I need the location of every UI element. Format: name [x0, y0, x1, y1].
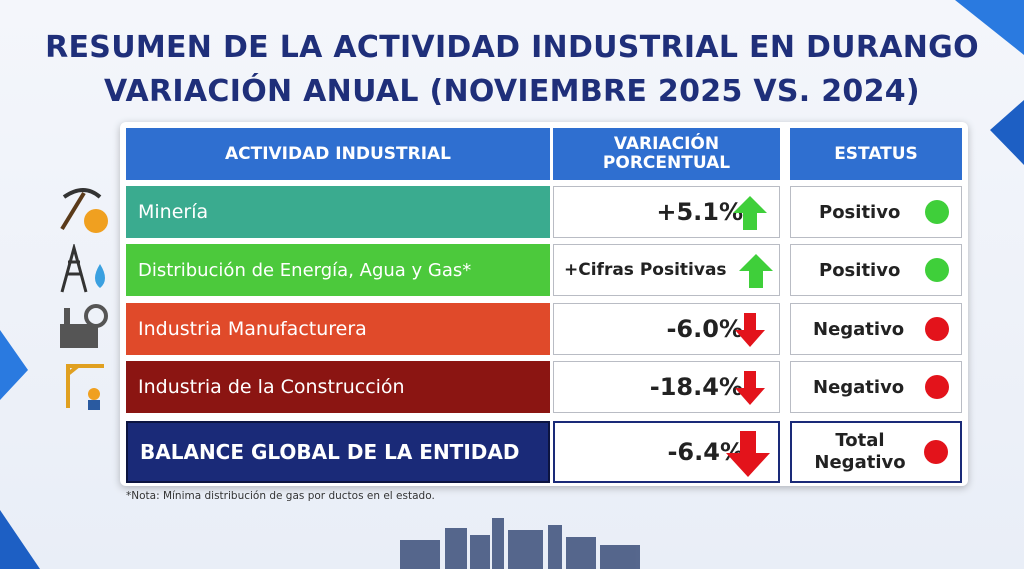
arrow-down [726, 431, 770, 477]
activity-cell: Minería [126, 186, 550, 238]
column-header: VARIACIÓN PORCENTUAL [553, 128, 780, 180]
status-dot [925, 317, 949, 341]
variation-text: -6.4% [667, 438, 744, 466]
arrow-up [739, 254, 773, 288]
table: ACTIVIDAD INDUSTRIAL VARIACIÓN PORCENTUA… [120, 122, 968, 486]
icon [60, 188, 108, 233]
status-dot [924, 440, 948, 464]
arrow-up [733, 196, 767, 230]
variation-text: +Cifras Positivas [564, 260, 727, 280]
status-dot [925, 200, 949, 224]
column-header: ESTATUS [790, 128, 962, 180]
status-text: Positivo [819, 201, 901, 223]
variation-cell: -18.4% [553, 361, 780, 413]
status-dot [925, 375, 949, 399]
icon [60, 244, 105, 293]
icon [60, 304, 108, 348]
activity-cell: Distribución de Energía, Agua y Gas* [126, 244, 550, 296]
variation-cell: -6.0% [553, 303, 780, 355]
variation-cell: +Cifras Positivas [553, 244, 780, 296]
status-cell: Negativo [790, 303, 962, 355]
status-cell: Total Negativo [790, 421, 962, 483]
variation-text: -18.4% [649, 373, 743, 401]
status-cell: Positivo [790, 244, 962, 296]
title-line: VARIACIÓN ANUAL (NOVIEMBRE 2025 VS. 2024… [104, 74, 920, 109]
activity-cell: BALANCE GLOBAL DE LA ENTIDAD [126, 421, 550, 483]
arrow-down [735, 371, 765, 405]
status-cell: Negativo [790, 361, 962, 413]
title-line: RESUMEN DE LA ACTIVIDAD INDUSTRIAL EN DU… [45, 30, 979, 65]
column-header: ACTIVIDAD INDUSTRIAL [126, 128, 550, 180]
status-dot [925, 258, 949, 282]
status-text: Total Negativo [814, 430, 906, 473]
activity-cell: Industria de la Construcción [126, 361, 550, 413]
activity-cell: Industria Manufacturera [126, 303, 550, 355]
icon [66, 364, 104, 410]
variation-text: +5.1% [656, 198, 743, 226]
footnote: *Nota: Mínima distribución de gas por du… [126, 490, 435, 502]
status-cell: Positivo [790, 186, 962, 238]
variation-cell: +5.1% [553, 186, 780, 238]
variation-cell: -6.4% [553, 421, 780, 483]
variation-text: -6.0% [666, 315, 743, 343]
status-text: Negativo [813, 318, 905, 340]
status-text: Positivo [819, 259, 901, 281]
arrow-down [735, 313, 765, 347]
status-text: Negativo [813, 376, 905, 398]
